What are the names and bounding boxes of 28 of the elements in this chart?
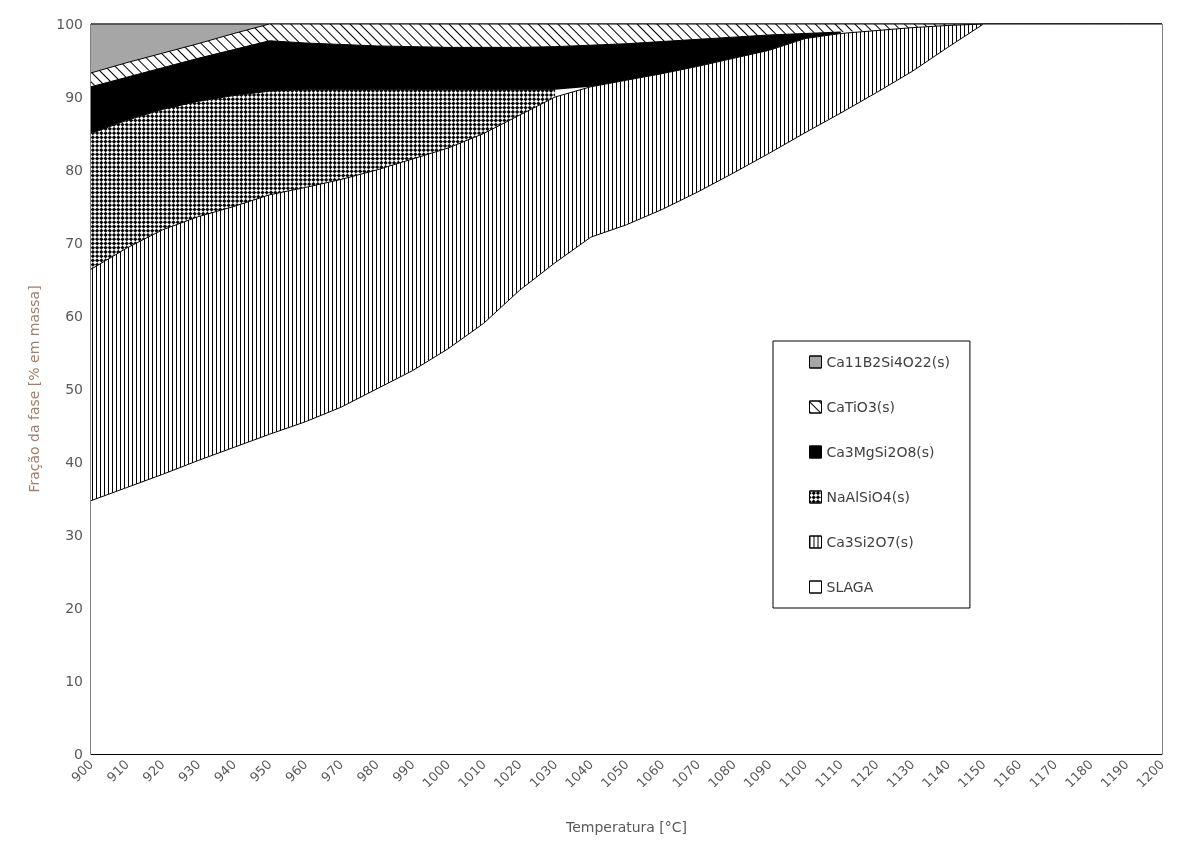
- legend-label: Ca3MgSi2O8(s): [826, 444, 935, 460]
- legend-label: SLAGA: [826, 579, 874, 595]
- legend-label: CaTiO3(s): [826, 399, 896, 415]
- x-tick-label: 980: [353, 756, 382, 785]
- x-tick-label: 960: [282, 756, 311, 785]
- x-tick-label: 920: [139, 756, 168, 785]
- y-tick-label: 40: [65, 454, 83, 470]
- y-tick-label: 80: [65, 162, 83, 178]
- y-axis-title: Fração da fase [% em massa]: [26, 285, 42, 493]
- y-tick-label: 20: [65, 600, 83, 616]
- x-tick-label: 910: [103, 756, 132, 785]
- x-axis-title: Temperatura [°C]: [564, 819, 688, 835]
- x-tick-label: 940: [210, 756, 240, 785]
- y-tick-label: 50: [65, 381, 83, 397]
- y-tick-label: 90: [65, 89, 83, 105]
- y-tick-label: 10: [65, 673, 83, 689]
- x-tick-label: 950: [246, 756, 275, 785]
- y-tick-label: 30: [65, 527, 83, 543]
- x-tick-label: 930: [175, 756, 204, 785]
- legend-label: Ca3Si2O7(s): [826, 534, 914, 550]
- y-tick-label: 100: [56, 16, 83, 32]
- x-tick-label: 990: [389, 756, 418, 785]
- legend-label: NaAlSiO4(s): [826, 489, 910, 505]
- legend-label: Ca11B2Si4O22(s): [826, 354, 950, 370]
- y-tick-label: 0: [74, 746, 83, 762]
- y-tick-label: 70: [65, 235, 83, 251]
- x-tick-label: 970: [318, 756, 347, 785]
- y-tick-label: 60: [65, 308, 83, 324]
